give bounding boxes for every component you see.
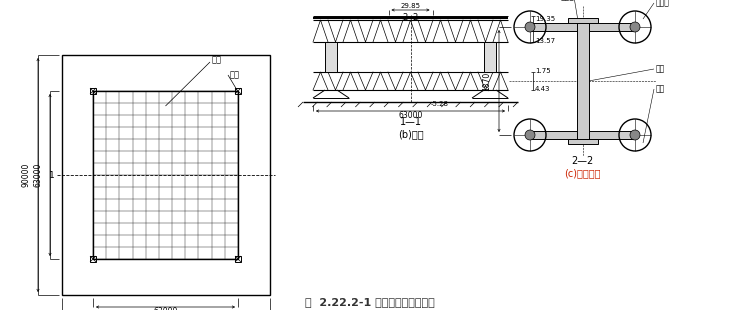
Text: 4.43: 4.43	[535, 86, 551, 92]
Circle shape	[630, 130, 640, 140]
Text: 63000: 63000	[33, 163, 43, 187]
Bar	[530, 23, 635, 31]
Text: 1: 1	[49, 170, 55, 179]
Text: (c)牛腿设置: (c)牛腿设置	[565, 168, 601, 178]
Bar	[325, 42, 337, 72]
Bar	[576, 23, 588, 139]
Text: 导轨板: 导轨板	[561, 0, 574, 2]
Text: 1—1: 1—1	[400, 117, 421, 127]
Text: 90000: 90000	[21, 163, 30, 187]
Bar	[235, 88, 241, 94]
Text: 29.85: 29.85	[401, 3, 420, 10]
Text: 2: 2	[403, 14, 408, 23]
Text: 2: 2	[413, 14, 418, 23]
Text: 镜柱脚: 镜柱脚	[656, 0, 670, 7]
Text: -5.28: -5.28	[431, 101, 449, 107]
Text: (b)剖面: (b)剖面	[398, 129, 423, 139]
Bar	[568, 18, 598, 23]
Text: 牛腿: 牛腿	[656, 85, 665, 94]
Circle shape	[525, 130, 535, 140]
Text: 1870: 1870	[483, 71, 491, 91]
Bar	[93, 91, 238, 259]
Bar	[90, 88, 96, 94]
Text: 梗子: 梗子	[230, 70, 240, 79]
Bar	[484, 42, 496, 72]
Circle shape	[525, 22, 535, 32]
Text: 63000: 63000	[153, 307, 177, 310]
Text: 63000: 63000	[398, 110, 423, 119]
Text: 网架: 网架	[212, 55, 222, 64]
Text: 13.57: 13.57	[535, 38, 555, 44]
Text: 19.35: 19.35	[535, 16, 555, 22]
Bar	[235, 256, 241, 262]
Circle shape	[630, 22, 640, 32]
Bar	[568, 139, 598, 144]
Text: 1.75: 1.75	[535, 68, 551, 74]
Text: 2—2: 2—2	[571, 156, 593, 166]
Text: 图  2.22.2-1 四支点网架整体顶升: 图 2.22.2-1 四支点网架整体顶升	[304, 297, 435, 307]
Bar	[530, 131, 635, 139]
Bar	[62, 55, 270, 295]
Text: 腹条: 腹条	[656, 64, 665, 73]
Bar	[90, 256, 96, 262]
